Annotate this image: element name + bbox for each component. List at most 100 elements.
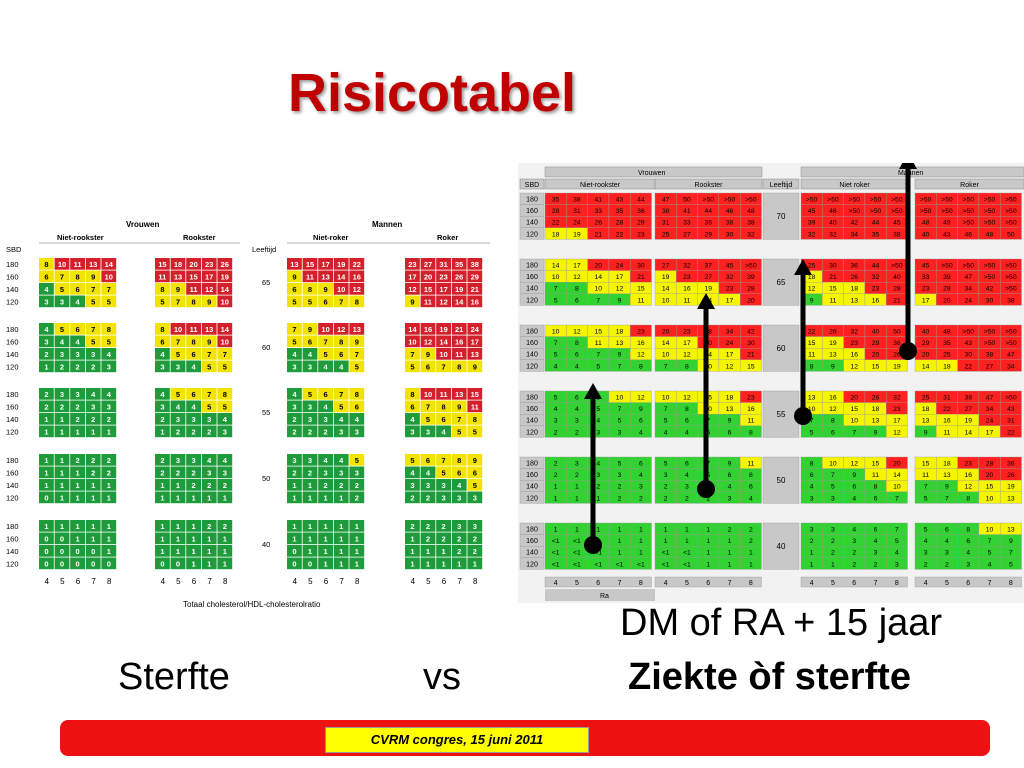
risk-value: 2 [76,363,80,372]
risk-value: 5 [91,338,95,347]
risk-value: 1 [308,535,312,544]
risk-cell [186,360,201,373]
risk-cell [54,323,70,335]
risk-value: 29 [471,273,479,282]
risk-value: 1 [292,535,296,544]
risk-value: 38 [573,197,581,204]
risk-value: 8 [339,338,343,347]
risk-value: 31 [439,260,447,269]
risk-cell [287,466,302,479]
risk-cell [302,270,318,283]
risk-cell [155,413,170,425]
risk-value: 6 [308,338,312,347]
risk-value: 5 [60,325,64,334]
risk-value: 14 [408,325,417,334]
risk-value: 3 [160,363,164,372]
risk-value: 6 [44,273,48,282]
risk-value: 1 [324,535,328,544]
risk-value: 34 [850,231,858,238]
risk-value: 2 [324,481,328,490]
risk-value: 8 [810,461,814,468]
risk-value: 12 [850,363,858,370]
sbd-value: 120 [526,429,538,436]
risk-cell [318,295,333,308]
risk-value: 3 [831,527,835,534]
risk-value: 16 [747,406,755,413]
arrow-head [899,163,917,169]
risk-value: 12 [726,363,734,370]
risk-cell [318,360,333,373]
right-risk-table: Vrouwen Mannen Niet-rookster Rookster Niet r… [518,163,1024,603]
risk-cell [302,335,318,348]
header-women: Vrouwen [126,220,159,229]
risk-value: 6 [426,363,430,372]
risk-value: 5 [223,403,227,412]
risk-value: 5 [426,415,430,424]
risk-cell [170,295,186,308]
risk-cell [201,466,217,479]
risk-value: 16 [637,340,645,347]
risk-value: 18 [943,363,951,370]
risk-value: 24 [471,325,480,334]
risk-cell [170,520,186,532]
risk-value: 29 [872,340,880,347]
risk-value: 4 [575,406,579,413]
risk-value: 1 [308,481,312,490]
risk-cell [217,270,233,283]
risk-cell [451,348,467,360]
sbd-value: 140 [526,550,538,557]
risk-cell [201,491,217,504]
risk-value: 19 [573,231,581,238]
risk-value: 0 [44,494,48,503]
risk-value: 6 [324,390,328,399]
risk-cell [201,295,217,308]
risk-cell [302,400,318,413]
risk-value: 4 [895,550,899,557]
risk-value: 1 [60,415,64,424]
risk-cell [70,258,85,270]
risk-cell [287,545,302,557]
risk-value: 12 [424,338,432,347]
caption-vs: vs [423,656,461,698]
risk-value: 15 [829,286,837,293]
x-tick: 7 [618,580,622,587]
risk-value: 42 [986,286,994,293]
risk-value: 13 [205,325,213,334]
risk-cell [155,557,170,570]
risk-value: 43 [964,340,972,347]
risk-value: 0 [308,560,312,569]
risk-cell [318,479,333,491]
risk-value: 3 [107,403,111,412]
risk-value: >50 [891,263,903,270]
risk-cell [39,348,54,360]
risk-cell [170,454,186,466]
risk-cell [217,360,233,373]
risk-value: 10 [552,274,560,281]
x-tick: 5 [831,580,835,587]
risk-cell [451,425,467,438]
risk-value: 3 [554,418,558,425]
risk-cell [467,479,483,491]
risk-cell [333,270,349,283]
risk-cell [318,348,333,360]
risk-value: 4 [685,429,689,436]
risk-value: 1 [706,561,710,568]
arrow-dot [697,480,715,498]
risk-value: 8 [575,286,579,293]
risk-value: 25 [662,231,670,238]
risk-value: 2 [355,481,359,490]
risk-value: <1 [683,550,691,557]
risk-value: 13 [321,273,329,282]
risk-value: 3 [410,428,414,437]
risk-cell [436,532,451,545]
risk-value: 1 [192,560,196,569]
risk-cell [287,520,302,532]
left-risk-table: Vrouwen Mannen Niet-rookster Rookster Niet-r… [6,220,490,609]
risk-value: 5 [810,429,814,436]
sbd-value: 120 [6,494,19,503]
risk-value: 23 [637,231,645,238]
risk-value: 32 [893,395,901,402]
risk-value: 8 [685,406,689,413]
risk-cell [101,270,117,283]
risk-value: 5 [664,461,668,468]
